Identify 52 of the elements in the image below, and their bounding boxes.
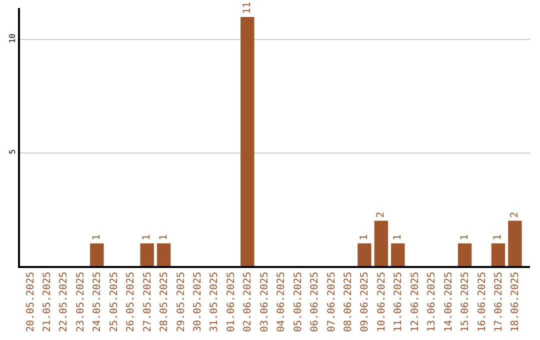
x-tick-label: 17.06.2025 <box>493 272 504 332</box>
data-label: 1 <box>492 234 504 240</box>
data-label: 1 <box>91 234 102 240</box>
x-tick-label: 14.06.2025 <box>443 272 454 332</box>
x-tick-label: 16.06.2025 <box>476 272 488 332</box>
bar <box>491 243 506 266</box>
x-tick-label: 24.05.2025 <box>92 272 104 332</box>
x-tick-label: 28.05.2025 <box>159 272 170 332</box>
x-tick-label: 10.06.2025 <box>376 272 388 332</box>
y-tick-label: 5 <box>8 149 18 154</box>
x-tick-label: 12.06.2025 <box>410 272 421 332</box>
data-label: 1 <box>459 234 470 240</box>
x-tick-label: 03.06.2025 <box>259 272 270 332</box>
data-label: 2 <box>376 212 387 218</box>
bar <box>391 243 405 266</box>
data-label: 2 <box>509 212 520 218</box>
bar <box>508 220 522 266</box>
x-tick-label: 15.06.2025 <box>460 272 472 332</box>
x-tick-label: 25.05.2025 <box>108 272 120 332</box>
x-tick-label: 20.05.2025 <box>25 272 36 332</box>
x-tick-label: 31.05.2025 <box>209 272 220 332</box>
data-label: 1 <box>358 234 370 240</box>
x-tick-label: 21.05.2025 <box>42 272 53 332</box>
bar <box>90 243 104 266</box>
x-tick-label: 29.05.2025 <box>176 272 187 332</box>
data-label: 1 <box>392 234 404 240</box>
x-tick-label: 18.06.2025 <box>510 272 522 332</box>
data-label: 1 <box>142 234 153 240</box>
x-tick-label: 13.06.2025 <box>426 272 438 332</box>
x-tick-label: 09.06.2025 <box>360 272 371 332</box>
x-tick-label: 07.06.2025 <box>326 272 338 332</box>
x-tick-label: 04.06.2025 <box>276 272 288 332</box>
x-tick-label: 06.06.2025 <box>310 272 321 332</box>
x-tick-label: 11.06.2025 <box>393 272 404 332</box>
x-tick-label: 27.05.2025 <box>142 272 154 332</box>
bar <box>240 17 254 266</box>
x-tick-label: 22.05.2025 <box>58 272 70 332</box>
x-tick-label: 05.06.2025 <box>292 272 304 332</box>
x-tick-label: 26.05.2025 <box>126 272 137 332</box>
data-label: 11 <box>242 2 253 14</box>
x-tick-label: 23.05.2025 <box>75 272 86 332</box>
x-tick-label: 01.06.2025 <box>226 272 237 332</box>
bar <box>358 243 372 266</box>
y-tick-label: 10 <box>8 33 18 44</box>
bar <box>156 243 171 266</box>
bar <box>374 220 388 266</box>
data-label: 1 <box>158 234 170 240</box>
bar <box>458 243 472 266</box>
x-tick-label: 02.06.2025 <box>242 272 254 332</box>
x-tick-label: 30.05.2025 <box>192 272 204 332</box>
x-tick-label: 08.06.2025 <box>342 272 354 332</box>
bar <box>140 243 154 266</box>
